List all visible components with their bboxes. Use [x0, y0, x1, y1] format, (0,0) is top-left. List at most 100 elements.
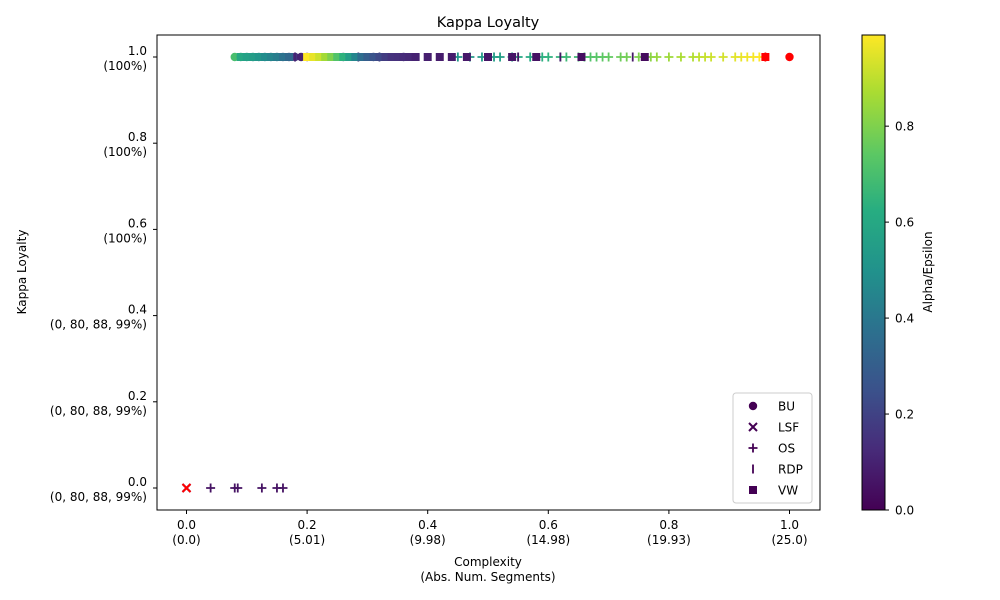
vw-point	[333, 53, 342, 61]
vw-point	[345, 53, 354, 61]
vw-point	[351, 53, 360, 61]
vw-point	[532, 53, 541, 61]
bu-highlight-point	[785, 52, 794, 62]
legend-label-lsf: LSF	[778, 421, 799, 435]
series-lsf	[181, 483, 192, 493]
vw-point	[508, 53, 517, 61]
vw-point	[303, 53, 312, 61]
vw-point	[272, 53, 281, 61]
vw-point	[381, 53, 390, 61]
vw-point	[399, 53, 408, 61]
legend-marker-os	[748, 443, 758, 453]
y-tick-label: (0, 80, 88, 99%)	[50, 404, 147, 418]
colorbar-label: Alpha/Epsilon	[921, 231, 935, 312]
vw-point	[248, 53, 257, 61]
os-point	[561, 52, 571, 62]
legend-label-vw: VW	[778, 484, 798, 498]
legend-label-bu: BU	[778, 400, 795, 414]
x-tick-label: (0.0)	[172, 533, 200, 547]
vw-point	[357, 53, 366, 61]
os-point	[664, 52, 674, 62]
os-point	[676, 52, 686, 62]
y-tick-label: 0.0	[128, 475, 147, 489]
x-tick-label: 0.0	[177, 518, 196, 532]
x-tick-label: (25.0)	[771, 533, 807, 547]
axes-frame	[156, 34, 821, 511]
x-tick-label: 0.4	[418, 518, 437, 532]
os-point	[543, 52, 553, 62]
x-tick-label: 1.0	[780, 518, 799, 532]
plot-area	[181, 52, 794, 493]
os-point	[278, 483, 288, 493]
os-point	[257, 483, 267, 493]
vw-point	[435, 53, 444, 61]
vw-point	[315, 53, 324, 61]
vw-point	[260, 53, 269, 61]
os-point	[206, 483, 216, 493]
chart-title: Kappa Loyalty	[437, 15, 540, 31]
vw-point	[447, 53, 456, 61]
x-tick-label: (5.01)	[289, 533, 325, 547]
series-vw	[236, 53, 770, 61]
legend: BU LSF OS RDP VW	[732, 392, 813, 504]
vw-point	[363, 53, 372, 61]
x-axis-label: Complexity(Abs. Num. Segments)	[420, 555, 555, 584]
colorbar-tick-label: 0.4	[895, 312, 914, 326]
y-tick-label: 0.2	[128, 389, 147, 403]
vw-point	[278, 53, 287, 61]
x-tick-label: 0.8	[659, 518, 678, 532]
y-tick-label: (100%)	[103, 59, 147, 73]
os-point	[604, 52, 614, 62]
y-tick-label: 0.6	[128, 216, 147, 230]
vw-point	[462, 53, 471, 61]
vw-point	[369, 53, 378, 61]
vw-point	[387, 53, 396, 61]
vw-point	[640, 53, 649, 61]
vw-point	[484, 53, 492, 61]
vw-point	[242, 53, 251, 61]
vw-point	[327, 53, 336, 61]
legend-label-os: OS	[778, 442, 795, 456]
vw-point	[577, 53, 586, 61]
legend-marker-vw	[749, 486, 757, 494]
y-axis-ticks: 0.0(0, 80, 88, 99%)0.2(0, 80, 88, 99%)0.…	[50, 44, 157, 504]
legend-box	[732, 392, 813, 504]
y-tick-label: 0.4	[128, 303, 147, 317]
x-axis-label-line: (Abs. Num. Segments)	[420, 570, 555, 584]
colorbar-tick-label: 0.2	[895, 408, 914, 422]
vw-point	[285, 53, 294, 61]
colorbar-tick-label: 0.0	[895, 504, 914, 518]
legend-marker-bu	[748, 401, 758, 411]
vw-point	[423, 53, 432, 61]
colorbar-tick-label: 0.8	[895, 120, 914, 134]
x-tick-label: (9.98)	[410, 533, 446, 547]
vw-point	[236, 53, 245, 61]
vw-point	[393, 53, 402, 61]
x-tick-label: (14.98)	[526, 533, 570, 547]
y-tick-label: (0, 80, 88, 99%)	[50, 318, 147, 332]
os-point	[706, 52, 716, 62]
y-axis-label: Kappa Loyalty	[15, 230, 29, 315]
lsf-highlight-point	[181, 483, 192, 493]
vw-point	[339, 53, 348, 61]
vw-point	[254, 53, 263, 61]
y-tick-label: (0, 80, 88, 99%)	[50, 490, 147, 504]
os-point	[495, 52, 505, 62]
vw-point	[405, 53, 414, 61]
colorbar-tick-label: 0.6	[895, 216, 914, 230]
y-tick-label: 0.8	[128, 130, 147, 144]
y-tick-label: (100%)	[103, 145, 147, 159]
x-axis-label-line: Complexity	[454, 555, 522, 569]
x-tick-label: 0.2	[298, 518, 317, 532]
legend-label-rdp: RDP	[778, 463, 803, 477]
y-tick-label: 1.0	[128, 44, 147, 58]
series-os	[206, 52, 764, 493]
vw-point	[309, 53, 318, 61]
vw-point	[411, 53, 420, 61]
x-tick-label: 0.6	[539, 518, 558, 532]
x-axis-ticks: 0.0(0.0) 0.2(5.01) 0.4(9.98) 0.6(14.98) 0.8 (…	[172, 510, 808, 547]
vw-point	[321, 53, 330, 61]
os-point	[718, 52, 728, 62]
colorbar: 0.0 0.2 0.4 0.6 0.8	[861, 34, 914, 518]
